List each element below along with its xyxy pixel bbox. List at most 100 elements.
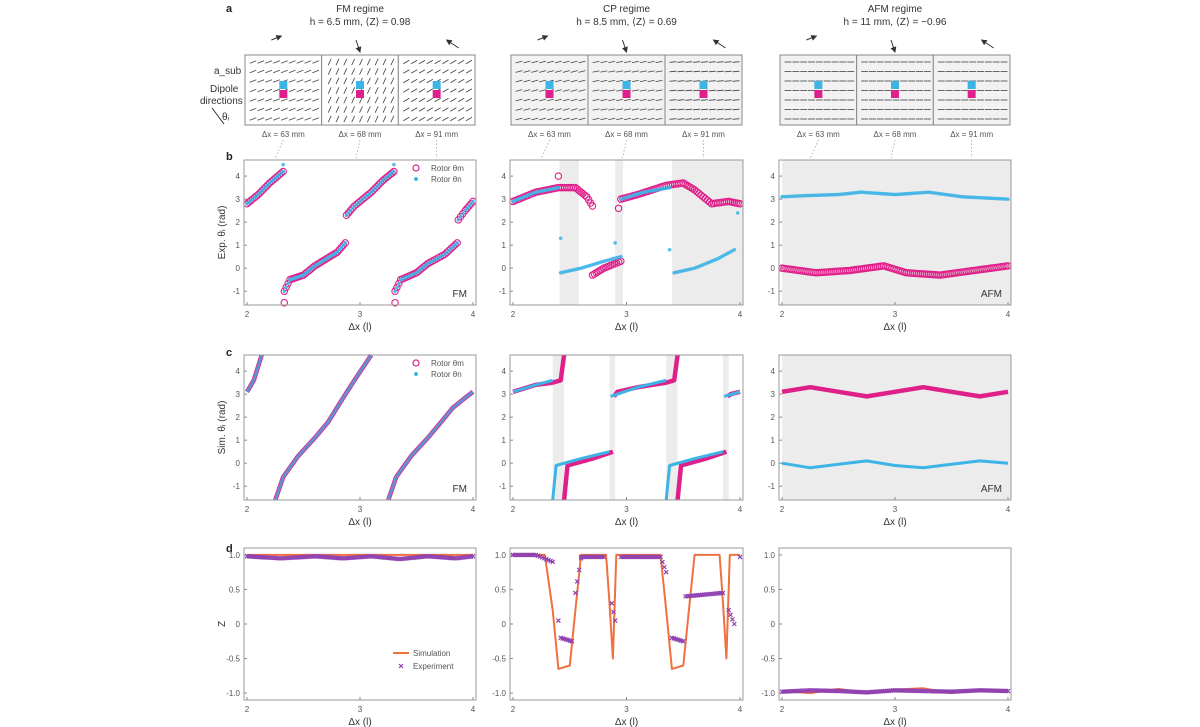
plot-area (244, 160, 476, 305)
connector-line (275, 139, 284, 159)
plot-area (244, 548, 476, 700)
dipole-arrow (523, 70, 531, 73)
dipole-arrow (631, 117, 639, 121)
dipole-arrow (724, 108, 732, 111)
dipole-arrow (669, 108, 677, 111)
x-tick-label: 2 (780, 705, 785, 714)
shaded-region (615, 160, 624, 305)
dipole-arrow (442, 69, 449, 74)
pointer-arrow-icon (355, 39, 362, 53)
data-point (369, 186, 377, 195)
data-point (342, 211, 351, 219)
x-tick-label: 2 (780, 310, 785, 319)
series-rotor-n (511, 185, 740, 275)
dipole-arrow (724, 61, 732, 63)
data-point (596, 266, 604, 275)
dipole-arrow (647, 98, 655, 102)
y-tick-label: 1.0 (495, 551, 507, 560)
dipole-arrow (616, 70, 624, 73)
shaded-region (666, 355, 678, 500)
dipole-arrow (523, 108, 531, 111)
dipole-arrow (288, 107, 296, 112)
dipole-arrow (562, 89, 570, 92)
dipole-lattice (587, 54, 666, 126)
data-point (681, 180, 689, 188)
y-tick-label: 2 (236, 218, 241, 227)
dipole-arrow (531, 108, 539, 111)
connector-line (355, 139, 361, 159)
rotor-m-marker (891, 90, 899, 98)
series-line (610, 378, 667, 398)
dipole-arrow (351, 58, 356, 66)
dipole-arrow (693, 61, 701, 63)
series-experiment (510, 552, 743, 644)
dipole-arrow (724, 99, 732, 101)
dipole-arrow (382, 115, 387, 123)
dipole-arrow (531, 98, 539, 102)
dipole-arrow (570, 79, 578, 83)
shaded-region (722, 355, 729, 500)
y-tick-label: 3 (771, 390, 776, 399)
chart-b-cp: 2 3 4 -1 0 1 2 3 4 Δx (l) (499, 159, 744, 333)
data-point (393, 283, 401, 292)
dipole-arrow (450, 97, 457, 103)
dipole-arrow (434, 116, 441, 122)
dipole-arrow (655, 89, 663, 92)
dipole-arrow (418, 116, 426, 122)
data-point (458, 214, 463, 219)
dipole-arrow (257, 107, 265, 112)
data-point (569, 638, 575, 644)
data-point (282, 289, 287, 293)
y-tick-label: 4 (502, 172, 507, 181)
rotor-m-marker (814, 90, 823, 98)
data-point (1006, 197, 1010, 201)
dipole-arrow (366, 77, 371, 85)
connector-line (541, 139, 550, 159)
dipole-arrow (655, 70, 663, 73)
dipole-arrow (465, 69, 473, 74)
dipole-arrow (351, 96, 356, 104)
dipole-arrow (351, 77, 356, 85)
data-point (455, 241, 459, 245)
dipole-arrow (700, 70, 709, 73)
axes-frame (243, 354, 477, 501)
data-point (367, 188, 376, 196)
dipole-arrow (296, 60, 304, 64)
chart-d-fm: 2 3 4 -1.0 -0.5 0 0.5 1.0 Δx (l) Z Simulation Exper… (217, 547, 477, 727)
dipole-arrow (523, 98, 531, 102)
lattice-label: Δx = 63 mm (797, 130, 840, 139)
dipole-arrow (578, 108, 586, 111)
y-tick-label: -0.5 (761, 655, 775, 664)
dipole-arrow (465, 107, 473, 112)
dipole-arrow (304, 79, 312, 83)
dipole-arrow (304, 88, 312, 93)
x-axis-label: Δx (l) (883, 717, 906, 727)
dipole-arrow (265, 79, 273, 83)
dipole-arrow (390, 77, 395, 85)
data-point (396, 281, 401, 286)
dipole-arrow (457, 59, 465, 65)
data-point (284, 285, 288, 290)
dipole-lattice (932, 54, 1011, 126)
data-point (581, 191, 589, 200)
series-line (781, 384, 1009, 399)
pointer-arrow-icon (890, 39, 897, 53)
data-point (720, 590, 726, 596)
data-point (339, 241, 348, 249)
dipole-arrow (442, 107, 449, 112)
dipole-lattice (779, 54, 858, 126)
shaded-region (609, 355, 616, 500)
dipole-arrow (592, 60, 600, 64)
dipole-arrow (382, 96, 387, 104)
dipole-arrow (374, 68, 379, 75)
dipole-lattice (664, 54, 743, 126)
dipole-arrow (257, 88, 265, 93)
data-point (619, 254, 623, 259)
dipole-arrow (608, 89, 616, 92)
data-point (590, 270, 599, 278)
dipole-arrow (547, 98, 554, 102)
dipole-arrow (547, 108, 554, 111)
legend-swatch-x (398, 663, 404, 669)
data-point (467, 199, 475, 208)
side-label-sub: a_sub (214, 66, 242, 77)
